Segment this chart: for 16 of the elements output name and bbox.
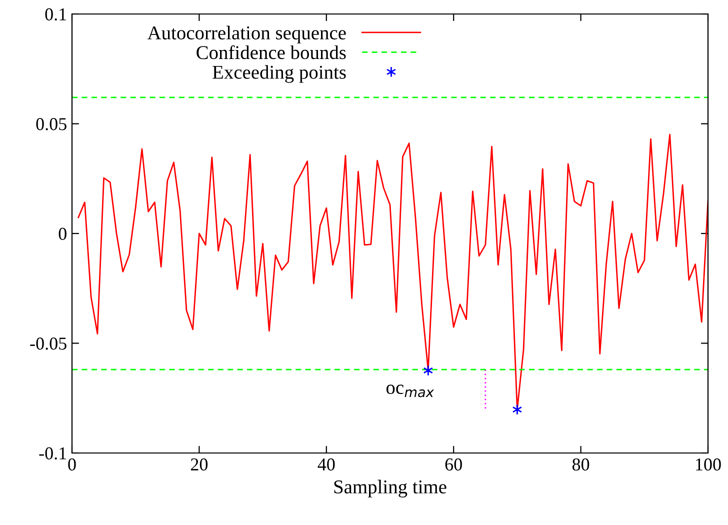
legend-label: Autocorrelation sequence xyxy=(147,26,346,44)
x-axis-title: Sampling time xyxy=(334,480,446,498)
x-tick-label: 20 xyxy=(190,458,208,471)
y-tick-label: -0.05 xyxy=(30,338,66,350)
x-tick-label: 40 xyxy=(318,458,335,471)
legend-label: Exceeding points xyxy=(212,65,346,83)
x-tick-label: 0 xyxy=(68,458,76,471)
x-tick-label: 100 xyxy=(696,458,721,471)
x-tick-label: 80 xyxy=(572,458,590,471)
y-tick-label: 0.1 xyxy=(45,8,66,21)
annotation: oc$_{max}$ xyxy=(386,384,434,398)
legend-label: Confidence bounds xyxy=(196,45,346,60)
x-tick-label: 60 xyxy=(445,458,462,471)
y-tick-label: 0.05 xyxy=(36,118,66,130)
y-tick-label: 0 xyxy=(58,228,66,240)
y-tick-label: -0.1 xyxy=(39,447,66,460)
